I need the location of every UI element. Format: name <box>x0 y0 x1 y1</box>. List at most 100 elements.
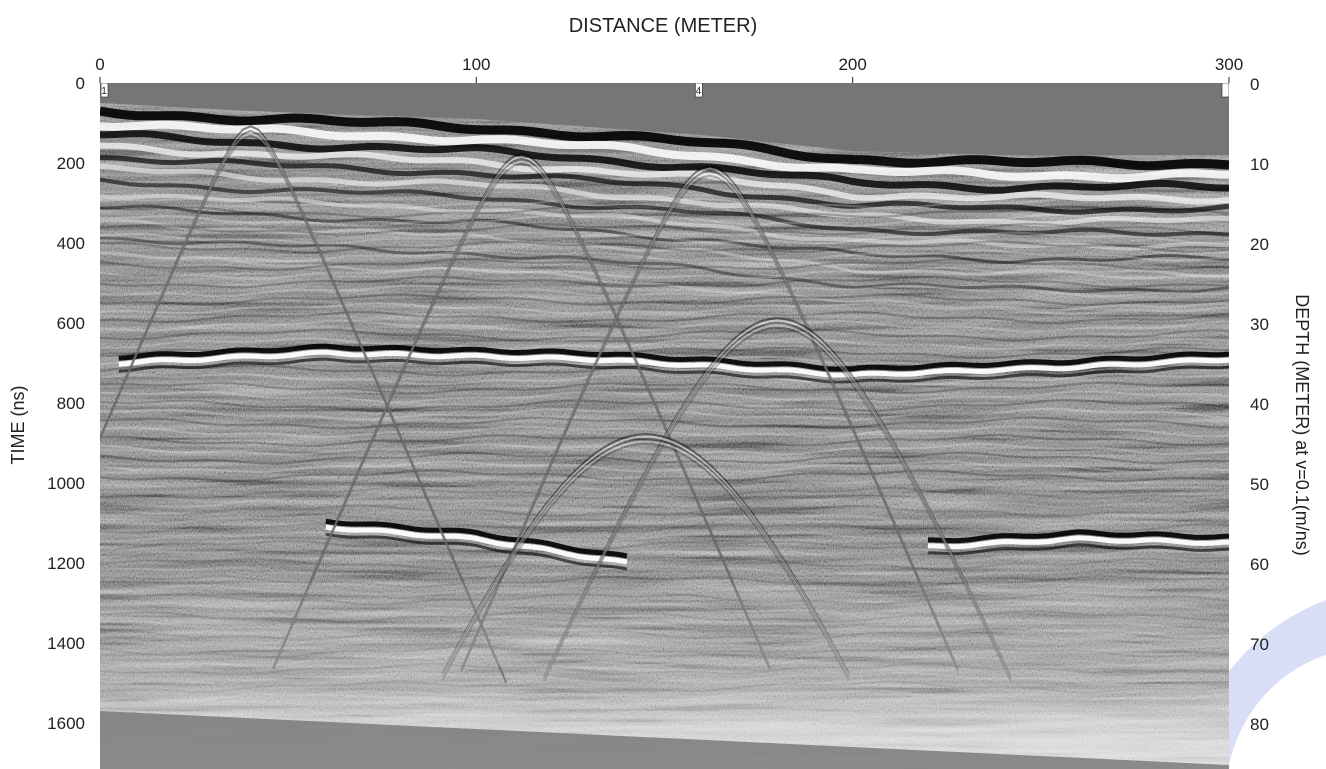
layer-band <box>100 575 1229 589</box>
diffraction-hyperbola <box>543 321 1012 680</box>
layer-band <box>100 222 1229 236</box>
layer-band <box>100 249 1229 263</box>
diffraction-hyperbola <box>100 132 500 667</box>
depth-tick-label: 70 <box>1250 635 1269 654</box>
marker-flag <box>100 83 109 98</box>
diffraction-hyperbola <box>441 435 850 676</box>
time-tick-label: 400 <box>57 234 85 253</box>
time-tick-label: 1400 <box>47 634 85 653</box>
diffraction-hyperbola <box>460 174 960 672</box>
depth-tick-label: 40 <box>1250 395 1269 414</box>
layer-band <box>100 442 1229 456</box>
reflector-dark <box>927 543 1229 556</box>
diffraction-hyperbola <box>543 324 1012 681</box>
x-axis-title: DISTANCE (METER) <box>569 15 758 37</box>
axes: 0 100 200 300 0 200 400 600 800 1000 1200 1400 1600 0… <box>8 15 1312 734</box>
diffraction-hyperbola <box>460 169 960 671</box>
surface-band <box>100 218 1229 278</box>
layer-band <box>100 266 1229 280</box>
layer-band <box>100 301 1229 316</box>
diffraction-hyperbola <box>272 157 771 670</box>
air-zone <box>100 83 1229 155</box>
depth-axis-title: DEPTH (METER) at v=0.1(m/ns) <box>1292 294 1312 556</box>
x-tick-label: 100 <box>462 55 490 74</box>
layer-band <box>100 451 1229 465</box>
reflector-dark <box>325 532 628 571</box>
layer-band <box>100 275 1229 289</box>
layer-band <box>100 416 1229 430</box>
layer-band <box>100 205 1229 219</box>
layer-band <box>100 477 1229 491</box>
layer-band <box>100 231 1229 245</box>
x-tick-label: 300 <box>1215 55 1243 74</box>
diffraction-hyperbola <box>100 124 508 684</box>
layer-band <box>100 381 1229 395</box>
marker-flag <box>1221 83 1229 98</box>
layer-band <box>100 257 1229 271</box>
surface-band <box>100 177 1229 237</box>
diffraction-hyperbola <box>543 326 1012 682</box>
surface-band <box>100 155 1229 215</box>
marker-label: 4 <box>696 86 702 97</box>
marker-label: 1 <box>101 86 107 97</box>
diffraction-hyperbola <box>100 129 500 667</box>
layer-band <box>100 196 1229 210</box>
layer-band <box>100 513 1229 527</box>
time-tick-label: 0 <box>76 74 85 93</box>
depth-tick-label: 60 <box>1250 555 1269 574</box>
diffraction-hyperbola <box>272 155 771 669</box>
time-tick-label: 600 <box>57 314 85 333</box>
surface-band <box>100 130 1229 194</box>
depth-tick-label: 10 <box>1250 155 1269 174</box>
layer-band <box>100 310 1229 324</box>
layer-band <box>100 240 1229 254</box>
surface-band <box>100 142 1229 205</box>
time-tick-label: 1000 <box>47 474 85 493</box>
surface-band <box>100 252 1229 312</box>
surface-band <box>100 163 1229 227</box>
reflector-dark <box>325 518 628 559</box>
reflector-dark <box>118 343 1229 372</box>
reflector-light <box>927 535 1229 550</box>
layer-band <box>100 328 1229 342</box>
depth-tick-label: 50 <box>1250 475 1269 494</box>
layer-band <box>100 566 1229 580</box>
layer-band <box>100 398 1229 413</box>
surface-band <box>100 120 1229 183</box>
diffraction-hyperbola <box>543 319 1012 679</box>
depth-tick-label: 30 <box>1250 315 1269 334</box>
x-tick-label: 200 <box>838 55 866 74</box>
diffraction-hyperbola <box>272 160 771 670</box>
diffraction-hyperbola <box>441 440 850 679</box>
surface-band <box>100 106 1229 171</box>
diffraction-hyperbola <box>272 162 771 670</box>
layer-band <box>100 460 1229 474</box>
diffraction-hyperbola <box>460 172 960 672</box>
time-tick-label: 1200 <box>47 554 85 573</box>
layer-band <box>100 486 1229 500</box>
depth-tick-label: 0 <box>1250 75 1259 94</box>
surface-band <box>100 193 1229 251</box>
layer-band <box>100 539 1229 553</box>
layer-band <box>100 319 1229 333</box>
diffraction-hyperbola <box>441 442 850 681</box>
layer-band <box>100 407 1229 421</box>
reflector-dark <box>927 529 1229 544</box>
layer-band <box>100 284 1229 298</box>
diffraction-hyperbola <box>460 165 960 671</box>
layer-band <box>100 293 1229 307</box>
layer-band <box>100 214 1229 228</box>
time-tick-label: 1600 <box>47 714 85 733</box>
layer-band <box>100 504 1229 518</box>
layer-band <box>100 372 1229 386</box>
layer-band <box>100 495 1229 509</box>
layer-band <box>100 522 1229 536</box>
layer-band <box>100 337 1229 351</box>
marker-flag <box>695 83 703 98</box>
layer-band <box>100 548 1229 562</box>
x-tick-label: 0 <box>95 55 104 74</box>
layer-band <box>100 469 1229 483</box>
reflector-light <box>325 524 628 565</box>
